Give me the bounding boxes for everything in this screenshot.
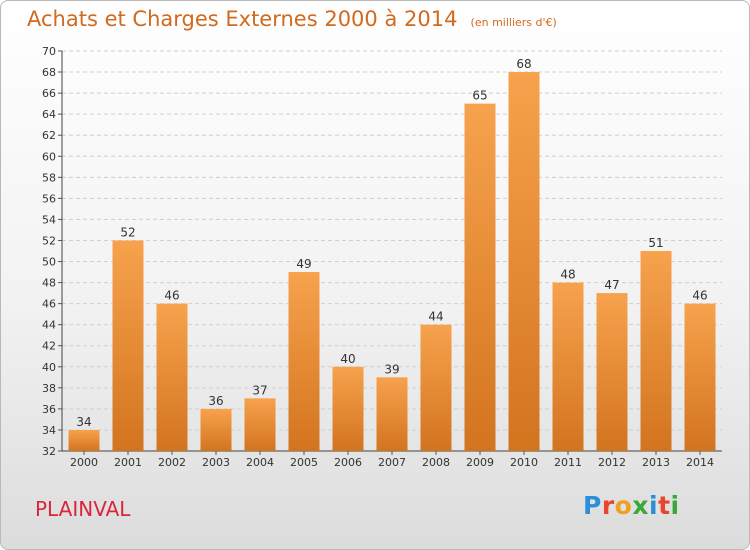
y-tick-label: 66	[42, 87, 56, 100]
x-tick-label-2009: 2009	[466, 456, 494, 469]
x-tick-label-2006: 2006	[334, 456, 362, 469]
bar-2013	[640, 251, 672, 451]
bar-2006	[332, 366, 364, 451]
x-tick-label-2004: 2004	[246, 456, 274, 469]
data-label-2006: 40	[340, 352, 355, 366]
bar-2004	[244, 398, 276, 451]
bar-2000	[68, 429, 100, 451]
y-tick-label: 42	[42, 340, 56, 353]
data-label-2003: 36	[208, 394, 223, 408]
logo-letter: i	[649, 491, 659, 520]
title-row: Achats et Charges Externes 2000 à 2014 (…	[27, 7, 557, 31]
data-label-2002: 46	[164, 289, 179, 303]
data-label-2004: 37	[252, 383, 267, 397]
bar-2005	[288, 272, 320, 451]
bar-2012	[596, 293, 628, 451]
y-tick-label: 34	[42, 424, 56, 437]
bar-2001	[112, 240, 144, 451]
chart-unit: (en milliers d'€)	[470, 16, 557, 29]
bar-2008	[420, 324, 452, 451]
y-tick-label: 62	[42, 129, 56, 142]
bar-2014	[684, 303, 716, 451]
y-tick-label: 38	[42, 382, 56, 395]
y-tick-label: 70	[42, 45, 56, 58]
proxiti-logo: Proxiti	[583, 491, 680, 520]
bar-2003	[200, 408, 232, 451]
y-tick-label: 68	[42, 66, 56, 79]
y-tick-label: 46	[42, 298, 56, 311]
logo-letter: t	[658, 491, 671, 520]
y-tick-label: 56	[42, 192, 56, 205]
y-tick-label: 32	[42, 445, 56, 458]
data-label-2012: 47	[604, 278, 619, 292]
data-label-2010: 68	[516, 57, 531, 71]
x-tick-label-2008: 2008	[422, 456, 450, 469]
x-tick-label-2011: 2011	[554, 456, 582, 469]
y-tick-label: 44	[42, 319, 56, 332]
y-tick-label: 36	[42, 403, 56, 416]
y-tick-label: 52	[42, 234, 56, 247]
x-tick-label-2001: 2001	[114, 456, 142, 469]
x-tick-label-2005: 2005	[290, 456, 318, 469]
y-tick-label: 60	[42, 150, 56, 163]
bar-2002	[156, 303, 188, 451]
x-tick-label-2003: 2003	[202, 456, 230, 469]
data-label-2001: 52	[120, 225, 135, 239]
logo-letter: o	[614, 491, 633, 520]
chart-title: Achats et Charges Externes 2000 à 2014	[27, 7, 458, 31]
data-label-2000: 34	[76, 415, 91, 429]
x-tick-label-2013: 2013	[642, 456, 670, 469]
x-tick-label-2007: 2007	[378, 456, 406, 469]
bars	[68, 72, 716, 451]
bar-2010	[508, 72, 540, 451]
commune-name: PLAINVAL	[35, 497, 131, 521]
x-tick-label-2000: 2000	[70, 456, 98, 469]
x-tick-label-2002: 2002	[158, 456, 186, 469]
data-labels: 34 52 46 36 37 49 40 39 44 65 68 48 47 51 46	[76, 57, 707, 429]
bar-2009	[464, 103, 496, 451]
y-tick-label: 50	[42, 256, 56, 269]
data-label-2011: 48	[560, 268, 575, 282]
y-tick-label: 48	[42, 277, 56, 290]
logo-letter: i	[670, 491, 680, 520]
y-tick-label: 64	[42, 108, 56, 121]
logo-letter: x	[632, 491, 649, 520]
bar-2011	[552, 282, 584, 451]
data-label-2007: 39	[384, 362, 399, 376]
y-tick-label: 54	[42, 213, 56, 226]
data-label-2009: 65	[472, 89, 487, 103]
data-label-2008: 44	[428, 310, 443, 324]
axes: 32 34 36 38 40 42 44 46 48 50 52 54 56 58 60 62 64 66 68 70…	[42, 45, 722, 469]
data-label-2013: 51	[648, 236, 663, 250]
x-tick-label-2010: 2010	[510, 456, 538, 469]
y-tick-label: 40	[42, 361, 56, 374]
data-label-2014: 46	[692, 289, 707, 303]
y-tick-label: 58	[42, 171, 56, 184]
logo-letter: r	[601, 491, 615, 520]
logo-letter: P	[583, 491, 602, 520]
x-tick-label-2014: 2014	[686, 456, 714, 469]
x-tick-label-2012: 2012	[598, 456, 626, 469]
data-label-2005: 49	[296, 257, 311, 271]
bar-2007	[376, 377, 408, 451]
